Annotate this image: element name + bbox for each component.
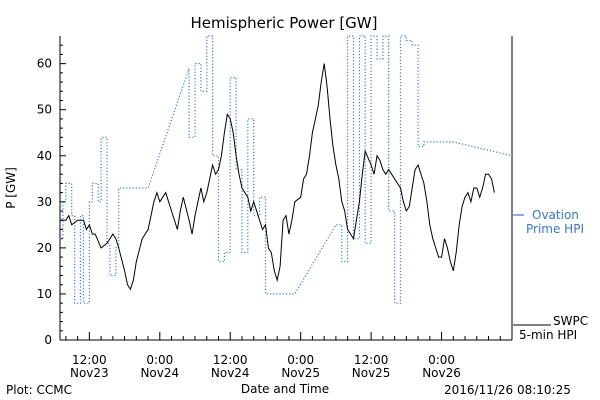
x-tick-time-label: 12:00: [72, 353, 107, 367]
legend-ovation-line1: Ovation: [532, 208, 579, 222]
x-tick-time-label: 12:00: [213, 353, 248, 367]
plot-credit: Plot: CCMC: [6, 383, 72, 397]
chart-title: Hemispheric Power [GW]: [191, 14, 378, 32]
series-layer: [60, 35, 513, 304]
x-tick-date-label: Nov24: [140, 366, 179, 380]
x-tick-date-label: Nov26: [422, 366, 461, 380]
y-tick-label: 50: [37, 103, 52, 117]
y-tick-label: 60: [37, 57, 52, 71]
y-axis-label: P [GW]: [4, 167, 18, 209]
y-tick-label: 20: [37, 241, 52, 255]
x-tick-time-label: 0:00: [287, 353, 314, 367]
x-tick-date-label: Nov25: [352, 366, 391, 380]
plot-axes: [59, 36, 513, 341]
series-ovation-prime-line: [60, 35, 513, 304]
y-tick-label: 30: [37, 195, 52, 209]
legend-swpc-line2: 5-min HPI: [519, 328, 577, 342]
y-tick-label: 40: [37, 149, 52, 163]
series-swpc-line: [60, 63, 495, 291]
y-tick-label: 0: [44, 333, 52, 347]
x-axis-label: Date and Time: [241, 382, 329, 396]
x-tick-date-label: Nov25: [281, 366, 320, 380]
legend-ovation-line2: Prime HPI: [526, 222, 584, 236]
y-tick-label: 10: [37, 287, 52, 301]
legend-swpc-line1: SWPC: [553, 314, 588, 328]
x-tick-time-label: 0:00: [146, 353, 173, 367]
x-tick-date-label: Nov23: [70, 366, 109, 380]
x-tick-time-label: 0:00: [428, 353, 455, 367]
timestamp: 2016/11/26 08:10:25: [444, 383, 571, 397]
y-axis-ticks: 0 10 20 30 40 50 60: [37, 44, 66, 347]
x-axis-ticks: 12:00Nov230:00Nov2412:00Nov240:00Nov2512…: [65, 332, 501, 380]
x-tick-time-label: 12:00: [354, 353, 389, 367]
x-tick-date-label: Nov24: [211, 366, 250, 380]
legend: Ovation Prime HPI SWPC 5-min HPI: [513, 208, 588, 342]
